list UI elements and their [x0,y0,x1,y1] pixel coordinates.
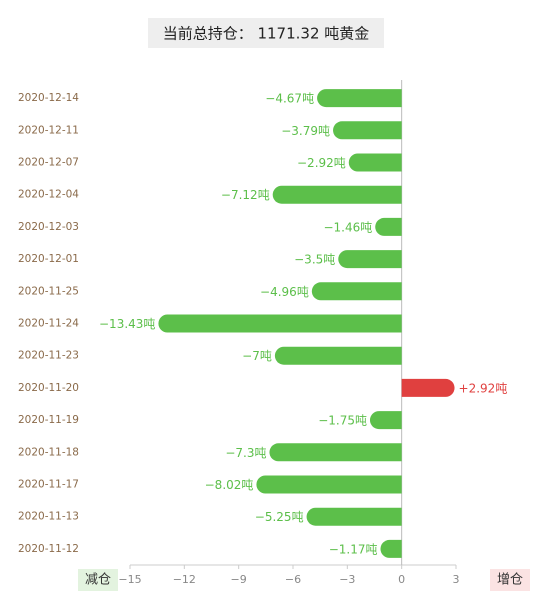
increase-box [490,569,530,591]
x-tick-label: −9 [231,573,247,586]
bar [256,475,402,494]
bar [274,346,402,365]
value-label: −2.92吨 [297,156,346,170]
value-label: −1.46吨 [323,220,372,234]
x-tick-label: 3 [453,573,460,586]
value-label: −4.96吨 [260,285,309,299]
y-tick-label: 2020-12-04 [18,189,79,201]
value-label: −4.67吨 [265,92,314,106]
y-tick-label: 2020-11-13 [18,511,79,523]
value-label: +2.92吨 [459,381,508,395]
chart-title: 当前总持仓： 1171.32 吨黄金 [163,25,370,43]
bar [317,89,402,108]
value-label: −3.79吨 [281,124,330,138]
y-tick-label: 2020-12-14 [18,92,79,104]
bar [333,121,402,140]
value-label: −1.17吨 [329,542,378,556]
value-label: −7.12吨 [221,188,270,202]
value-label: −8.02吨 [205,478,254,492]
bar [369,411,402,430]
bar [269,443,402,462]
y-tick-label: 2020-12-01 [18,253,79,265]
decrease-label: 减仓 [85,573,111,588]
value-label: −1.75吨 [318,414,367,428]
bar [375,217,402,236]
title-box [148,18,384,48]
y-tick-label: 2020-11-20 [18,382,79,394]
y-tick-label: 2020-12-03 [18,221,79,233]
x-tick-label: 0 [398,573,405,586]
increase-label: 增仓 [497,573,523,588]
value-label: −3.5吨 [294,253,335,267]
y-tick-label: 2020-11-19 [18,414,79,426]
value-label: −5.25吨 [255,510,304,524]
y-tick-label: 2020-11-23 [18,350,79,362]
y-tick-label: 2020-11-12 [18,543,79,555]
y-tick-label: 2020-11-17 [18,479,79,491]
bar [338,250,402,269]
y-tick-label: 2020-12-07 [18,157,79,169]
y-tick-label: 2020-11-18 [18,446,79,458]
bar [380,539,402,558]
bar [158,314,402,333]
bar [306,507,402,526]
x-tick-label: −12 [173,573,196,586]
value-label: −7吨 [242,349,272,363]
value-label: −13.43吨 [99,317,155,331]
value-label: −7.3吨 [225,446,266,460]
y-tick-label: 2020-12-11 [18,124,79,136]
bar [272,185,402,204]
y-tick-label: 2020-11-25 [18,285,79,297]
bar [401,378,455,397]
y-tick-label: 2020-11-24 [18,318,79,330]
bar [311,282,402,301]
x-tick-label: −6 [285,573,301,586]
x-tick-label: −3 [339,573,355,586]
decrease-box [78,569,118,591]
x-tick-label: −15 [118,573,141,586]
bar [348,153,402,172]
